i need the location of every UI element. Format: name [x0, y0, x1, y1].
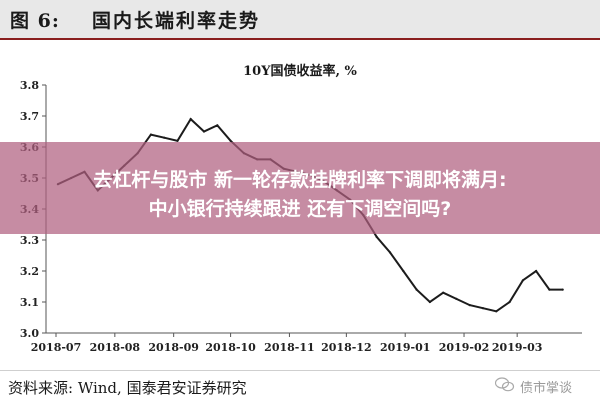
headline-overlay[interactable]: 去杠杆与股市 新一轮存款挂牌利率下调即将满月: 中小银行持续跟进 还有下调空间吗… — [0, 142, 600, 234]
x-tick-label: 2019-01 — [380, 341, 431, 354]
data-point — [442, 291, 445, 294]
data-point — [481, 307, 485, 310]
x-tick-label: 2018-12 — [321, 341, 372, 354]
data-point — [535, 269, 538, 273]
figure-footer: 资料来源: Wind, 国泰君安证券研究 债市掌谈 — [0, 370, 600, 401]
data-point — [415, 288, 418, 291]
data-point — [468, 304, 471, 307]
x-ticks: 2018-07 2018-08 2018-09 2018-10 2018-11 2018-… — [31, 333, 543, 354]
data-point — [202, 130, 206, 133]
data-point — [176, 139, 179, 142]
data-point — [455, 297, 458, 300]
data-point — [388, 251, 392, 254]
headline-line-1[interactable]: 去杠杆与股市 新一轮存款挂牌利率下调即将满月: — [93, 169, 507, 191]
y-tick-label: 3.8 — [20, 79, 39, 92]
brand-watermark: 债市掌谈 — [520, 381, 573, 396]
y-tick-label: 3.2 — [20, 265, 39, 278]
data-point — [375, 235, 378, 238]
data-point — [508, 300, 511, 304]
data-point — [548, 288, 551, 291]
y-tick-label: 3.3 — [20, 234, 39, 247]
headline-line-2[interactable]: 中小银行持续跟进 还有下调空间吗? — [148, 198, 452, 220]
x-tick-label: 2018-10 — [205, 341, 256, 354]
data-point — [495, 310, 498, 313]
x-tick-label: 2018-07 — [31, 341, 82, 354]
data-point — [521, 279, 525, 282]
wechat-logo-icon — [495, 377, 515, 392]
data-point — [402, 269, 405, 273]
data-point — [229, 139, 232, 142]
data-point — [189, 118, 192, 121]
y-tick-label: 3.0 — [20, 327, 39, 340]
data-point — [216, 124, 219, 127]
chart-title: 10Y国债收益率, % — [243, 63, 357, 79]
x-tick-label: 2019-03 — [492, 341, 543, 354]
data-point — [428, 300, 431, 304]
figure-header: 图 6: 国内长端利率走势 — [0, 0, 600, 40]
x-tick-label: 2018-11 — [264, 341, 315, 354]
data-point — [163, 136, 166, 139]
y-tick-label: 3.7 — [20, 110, 39, 123]
data-point — [561, 288, 564, 291]
data-point — [149, 133, 152, 136]
x-tick-label: 2018-08 — [90, 341, 141, 354]
source-note: 资料来源: Wind, 国泰君安证券研究 — [8, 379, 247, 397]
figure-title: 国内长端利率走势 — [92, 10, 261, 32]
x-tick-label: 2018-09 — [148, 341, 199, 354]
figure-label: 图 6: — [10, 10, 60, 32]
x-tick-label: 2019-02 — [439, 341, 490, 354]
y-tick-label: 3.1 — [20, 296, 39, 309]
